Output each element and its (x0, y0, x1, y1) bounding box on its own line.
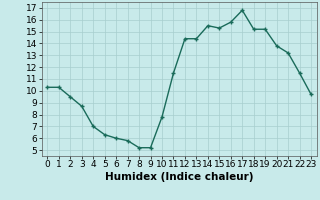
X-axis label: Humidex (Indice chaleur): Humidex (Indice chaleur) (105, 172, 253, 182)
